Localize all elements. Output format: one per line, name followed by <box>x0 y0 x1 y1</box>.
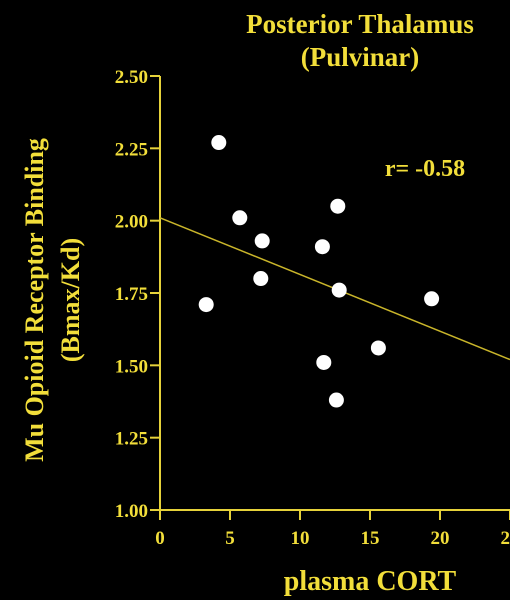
x-tick-label: 5 <box>225 528 235 549</box>
data-points <box>198 135 440 408</box>
data-point <box>254 233 270 249</box>
data-point <box>328 392 344 408</box>
data-point <box>424 291 440 307</box>
data-point <box>316 354 332 370</box>
x-tick-label: 15 <box>361 528 380 549</box>
data-point <box>370 340 386 356</box>
x-tick-label: 0 <box>155 528 165 549</box>
x-tick-label: 20 <box>431 528 450 549</box>
y-tick-label: 1.25 <box>115 429 148 450</box>
y-axis-label-line1: Mu Opioid Receptor Binding <box>20 138 49 462</box>
x-axis-label: plasma CORT <box>284 566 457 597</box>
y-tick-label: 1.00 <box>115 501 148 522</box>
x-tick-label: 25 <box>501 528 510 549</box>
chart-title: Posterior Thalamus <box>246 9 474 39</box>
x-tick-label: 10 <box>291 528 310 549</box>
axis-ticks: 1.00 1.25 1.50 1.75 2.00 2.25 2.50 0 5 10 15 20 25 <box>115 67 510 549</box>
chart-subtitle: (Pulvinar) <box>301 42 420 72</box>
correlation-annotation: r= -0.58 <box>385 156 465 182</box>
data-point <box>314 239 330 255</box>
data-point <box>253 271 269 287</box>
y-tick-label: 2.00 <box>115 212 148 233</box>
y-tick-label: 1.50 <box>115 356 148 377</box>
y-tick-label: 2.50 <box>115 67 148 88</box>
data-point <box>198 297 214 313</box>
y-tick-label: 2.25 <box>115 139 148 160</box>
y-axis-label-line2: (Bmax/Kd) <box>56 238 85 362</box>
data-point <box>211 135 227 151</box>
data-point <box>232 210 248 226</box>
y-tick-label: 1.75 <box>115 284 148 305</box>
data-point <box>331 282 347 298</box>
data-point <box>330 198 346 214</box>
